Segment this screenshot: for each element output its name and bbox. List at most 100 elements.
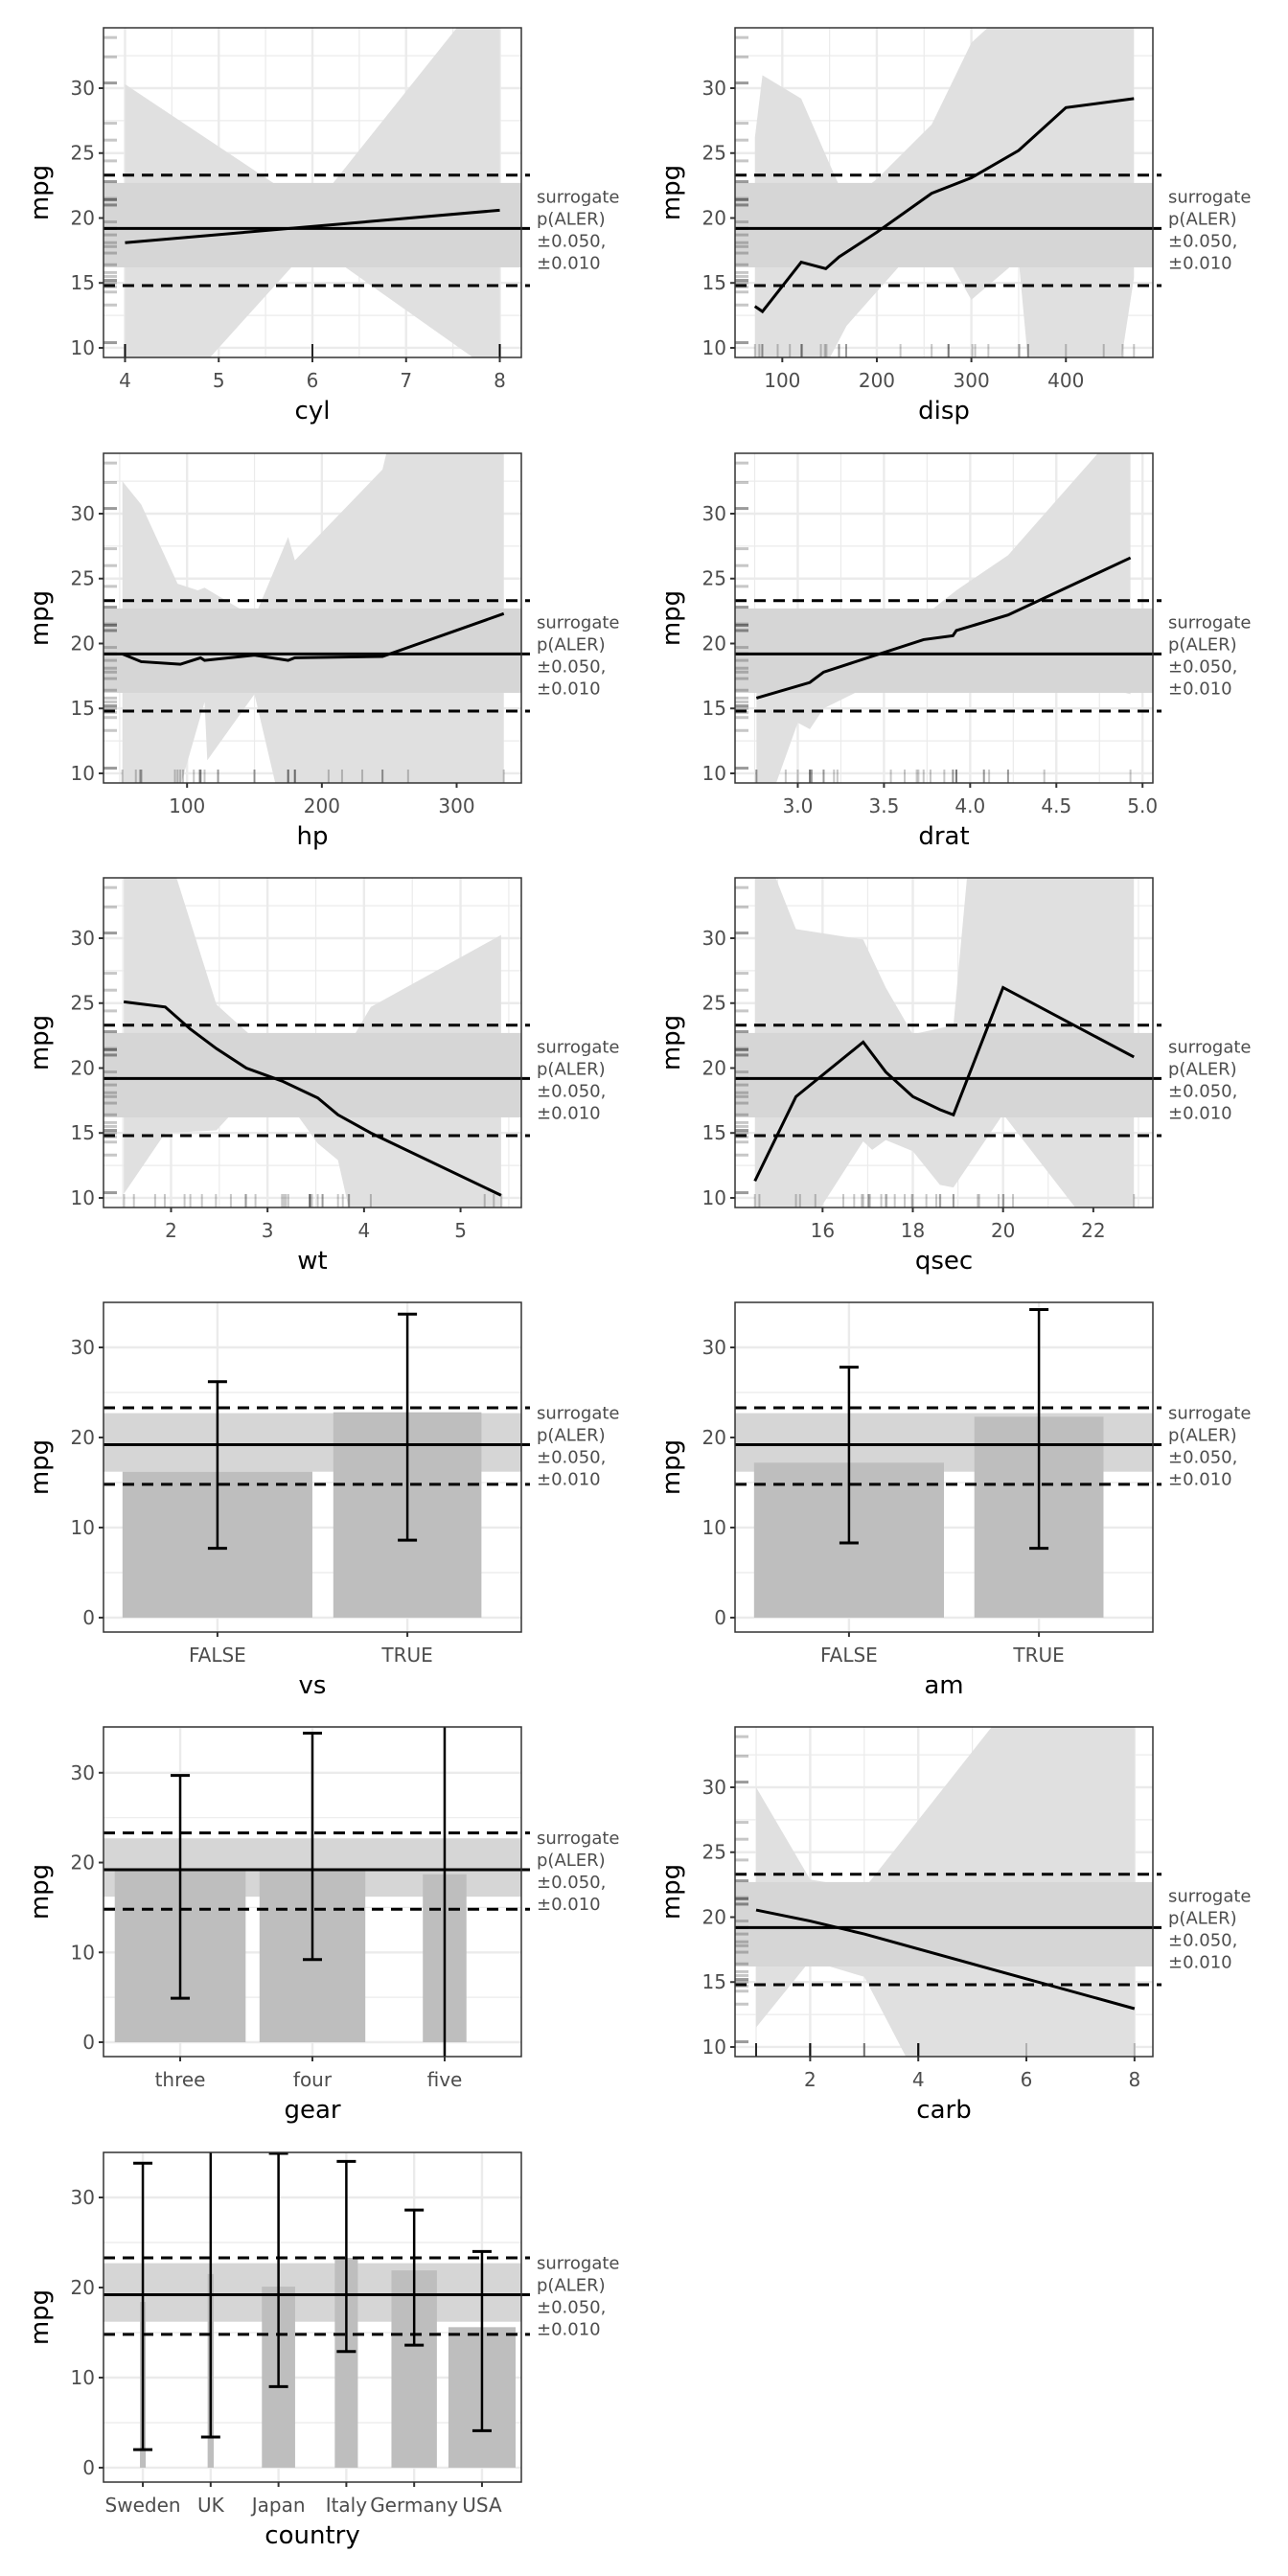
surrogate-annotation: ±0.050, <box>1168 231 1237 251</box>
x-tick-label: TRUE <box>1012 1644 1064 1667</box>
x-axis-title: carb <box>916 2096 971 2125</box>
surrogate-annotation: ±0.010 <box>1168 1952 1232 1972</box>
y-tick-label: 10 <box>71 336 95 359</box>
y-axis-title: mpg <box>26 1439 55 1495</box>
x-tick-label: USA <box>462 2494 502 2517</box>
y-tick-label: 20 <box>71 1852 95 1874</box>
x-tick-label: 300 <box>954 369 990 392</box>
surrogate-band <box>104 2263 521 2322</box>
surrogate-annotation: ±0.050, <box>1168 1448 1237 1468</box>
x-tick-label: five <box>427 2068 463 2091</box>
x-tick-label: FALSE <box>189 1644 246 1667</box>
x-tick-label: three <box>155 2068 206 2091</box>
surrogate-band <box>735 182 1153 267</box>
x-tick-label: 16 <box>811 1219 835 1242</box>
x-tick-label: four <box>293 2068 333 2091</box>
surrogate-annotation: surrogate <box>537 1828 619 1849</box>
x-tick-label: 4 <box>358 1219 371 1242</box>
surrogate-annotation: surrogate <box>537 2254 619 2274</box>
surrogate-annotation: ±0.010 <box>1168 1103 1232 1123</box>
x-tick-label: Italy <box>326 2494 368 2517</box>
y-tick-label: 20 <box>702 1056 726 1079</box>
confidence-band <box>124 878 501 1208</box>
y-tick-label: 15 <box>71 1121 95 1144</box>
x-tick-label: 100 <box>764 369 800 392</box>
x-tick-label: 8 <box>1128 2068 1140 2091</box>
panel-border <box>734 1726 1154 2058</box>
x-tick-label: 4 <box>912 2068 925 2091</box>
y-tick-label: 30 <box>71 2186 95 2209</box>
x-axis-title: cyl <box>295 397 331 426</box>
plot-area <box>735 1727 1153 2057</box>
y-tick-label: 30 <box>702 502 726 525</box>
y-tick-label: 10 <box>71 1516 95 1539</box>
x-tick-label: 20 <box>991 1219 1015 1242</box>
x-axis-title: am <box>924 1671 963 1700</box>
y-tick-label: 30 <box>71 1761 95 1784</box>
panel-wt: 10 15 20 25 30 2 3 4 5 wt mpg surrogatep(ALER)±0.05… <box>26 877 619 1276</box>
surrogate-annotation: p(ALER) <box>537 634 606 655</box>
surrogate-annotation: surrogate <box>1168 187 1251 207</box>
x-tick-label: Sweden <box>105 2494 181 2517</box>
y-axis-title: mpg <box>657 590 686 646</box>
x-tick-label: 400 <box>1047 369 1084 392</box>
surrogate-band <box>735 608 1153 693</box>
y-axis-title: mpg <box>657 165 686 220</box>
surrogate-annotation: p(ALER) <box>537 1426 606 1446</box>
surrogate-annotation: surrogate <box>1168 1404 1251 1424</box>
surrogate-annotation: ±0.010 <box>1168 678 1232 699</box>
y-tick-label: 30 <box>702 77 726 100</box>
x-tick-label: 6 <box>307 369 319 392</box>
y-axis-title: mpg <box>26 2289 55 2345</box>
x-tick-label: 2 <box>165 1219 177 1242</box>
surrogate-annotation: surrogate <box>537 187 619 207</box>
y-axis-title: mpg <box>657 1439 686 1495</box>
y-tick-label: 25 <box>71 567 95 590</box>
y-tick-label: 20 <box>71 206 95 229</box>
panel-gear: 0 10 20 30 three four five gear mpg surrogatep(AL… <box>26 1726 619 2125</box>
x-axis-title: hp <box>297 822 329 851</box>
y-tick-label: 20 <box>702 1426 726 1449</box>
x-tick-label: 200 <box>304 794 340 817</box>
y-tick-label: 10 <box>702 336 726 359</box>
y-tick-label: 10 <box>702 1516 726 1539</box>
plot-area <box>104 1302 521 1632</box>
x-tick-label: 3 <box>262 1219 274 1242</box>
x-tick-label: TRUE <box>380 1644 432 1667</box>
surrogate-annotation: surrogate <box>1168 1886 1251 1906</box>
ale-line <box>755 556 1132 700</box>
x-tick-label: 5 <box>454 1219 467 1242</box>
y-tick-label: 20 <box>702 1905 726 1928</box>
confidence-band <box>125 28 500 357</box>
y-tick-label: 20 <box>702 632 726 655</box>
ale-line <box>753 97 1135 314</box>
x-tick-label: 7 <box>400 369 412 392</box>
y-tick-label: 10 <box>702 762 726 785</box>
y-tick-label: 15 <box>702 1121 726 1144</box>
y-axis-title: mpg <box>26 165 55 220</box>
x-tick-label: 3.0 <box>783 794 814 817</box>
panel-border <box>734 1301 1154 1633</box>
surrogate-annotation: ±0.050, <box>537 656 606 677</box>
x-tick-label: 3.5 <box>868 794 899 817</box>
x-tick-label: 4 <box>119 369 131 392</box>
y-tick-label: 20 <box>71 1056 95 1079</box>
surrogate-annotation: surrogate <box>1168 1037 1251 1057</box>
x-tick-label: FALSE <box>820 1644 878 1667</box>
y-tick-label: 30 <box>702 1776 726 1799</box>
panel-border <box>103 2151 522 2483</box>
y-tick-label: 25 <box>71 992 95 1015</box>
surrogate-annotation: surrogate <box>537 612 619 632</box>
x-tick-label: 6 <box>1021 2068 1033 2091</box>
y-tick-label: 20 <box>71 1426 95 1449</box>
panel-border <box>734 27 1154 358</box>
y-tick-label: 10 <box>702 2036 726 2058</box>
surrogate-band <box>735 1881 1153 1966</box>
y-tick-label: 10 <box>71 762 95 785</box>
x-axis-title: vs <box>299 1671 327 1700</box>
plot-area <box>104 2152 521 2482</box>
y-tick-label: 15 <box>71 271 95 294</box>
surrogate-annotation: surrogate <box>1168 612 1251 632</box>
y-tick-label: 30 <box>702 1336 726 1359</box>
panel-border <box>103 1301 522 1633</box>
